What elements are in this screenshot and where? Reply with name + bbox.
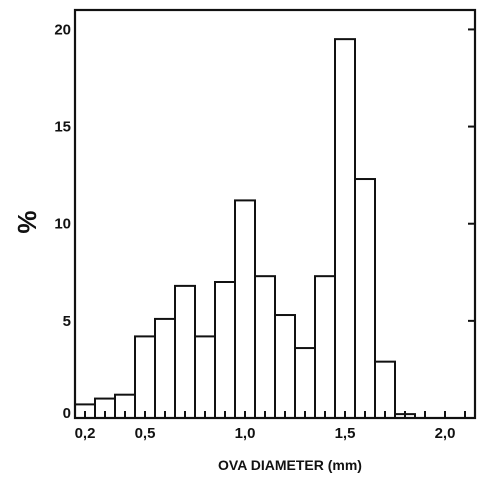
x-tick-label-13: 1,5	[335, 425, 356, 442]
bar-4	[154, 317, 176, 419]
bar-3	[134, 335, 156, 419]
y-tick-label-4: 20	[54, 21, 71, 38]
x-tick-label-8: 1,0	[235, 425, 256, 442]
x-axis-label: OVA DIAMETER (mm)	[218, 457, 362, 473]
bars-group	[74, 38, 416, 420]
bar-8	[234, 199, 256, 419]
y-tick-label-1: 5	[63, 313, 71, 330]
bar-5	[174, 284, 196, 419]
x-tick-label-3: 0,5	[135, 425, 156, 442]
bar-12	[314, 275, 336, 419]
y-tick-label-0: 0	[63, 405, 71, 422]
bar-9	[254, 275, 276, 419]
bar-6	[194, 335, 216, 419]
bar-13	[334, 38, 356, 420]
y-tick-label-3: 15	[54, 119, 71, 136]
bar-15	[374, 360, 396, 419]
ticks-group: 0,2 0,5 1,0 1,5 2,0 0 5 10 15 20	[54, 21, 475, 442]
bar-14	[354, 178, 376, 419]
bar-11	[294, 347, 316, 419]
bar-10	[274, 314, 296, 419]
x-tick-label-0: 0,2	[75, 425, 96, 442]
bar-7	[214, 281, 236, 419]
y-axis-label: %	[12, 210, 42, 233]
y-tick-label-2: 10	[54, 216, 71, 233]
plot-frame	[73, 8, 477, 420]
x-tick-label-18: 2,0	[435, 425, 456, 442]
